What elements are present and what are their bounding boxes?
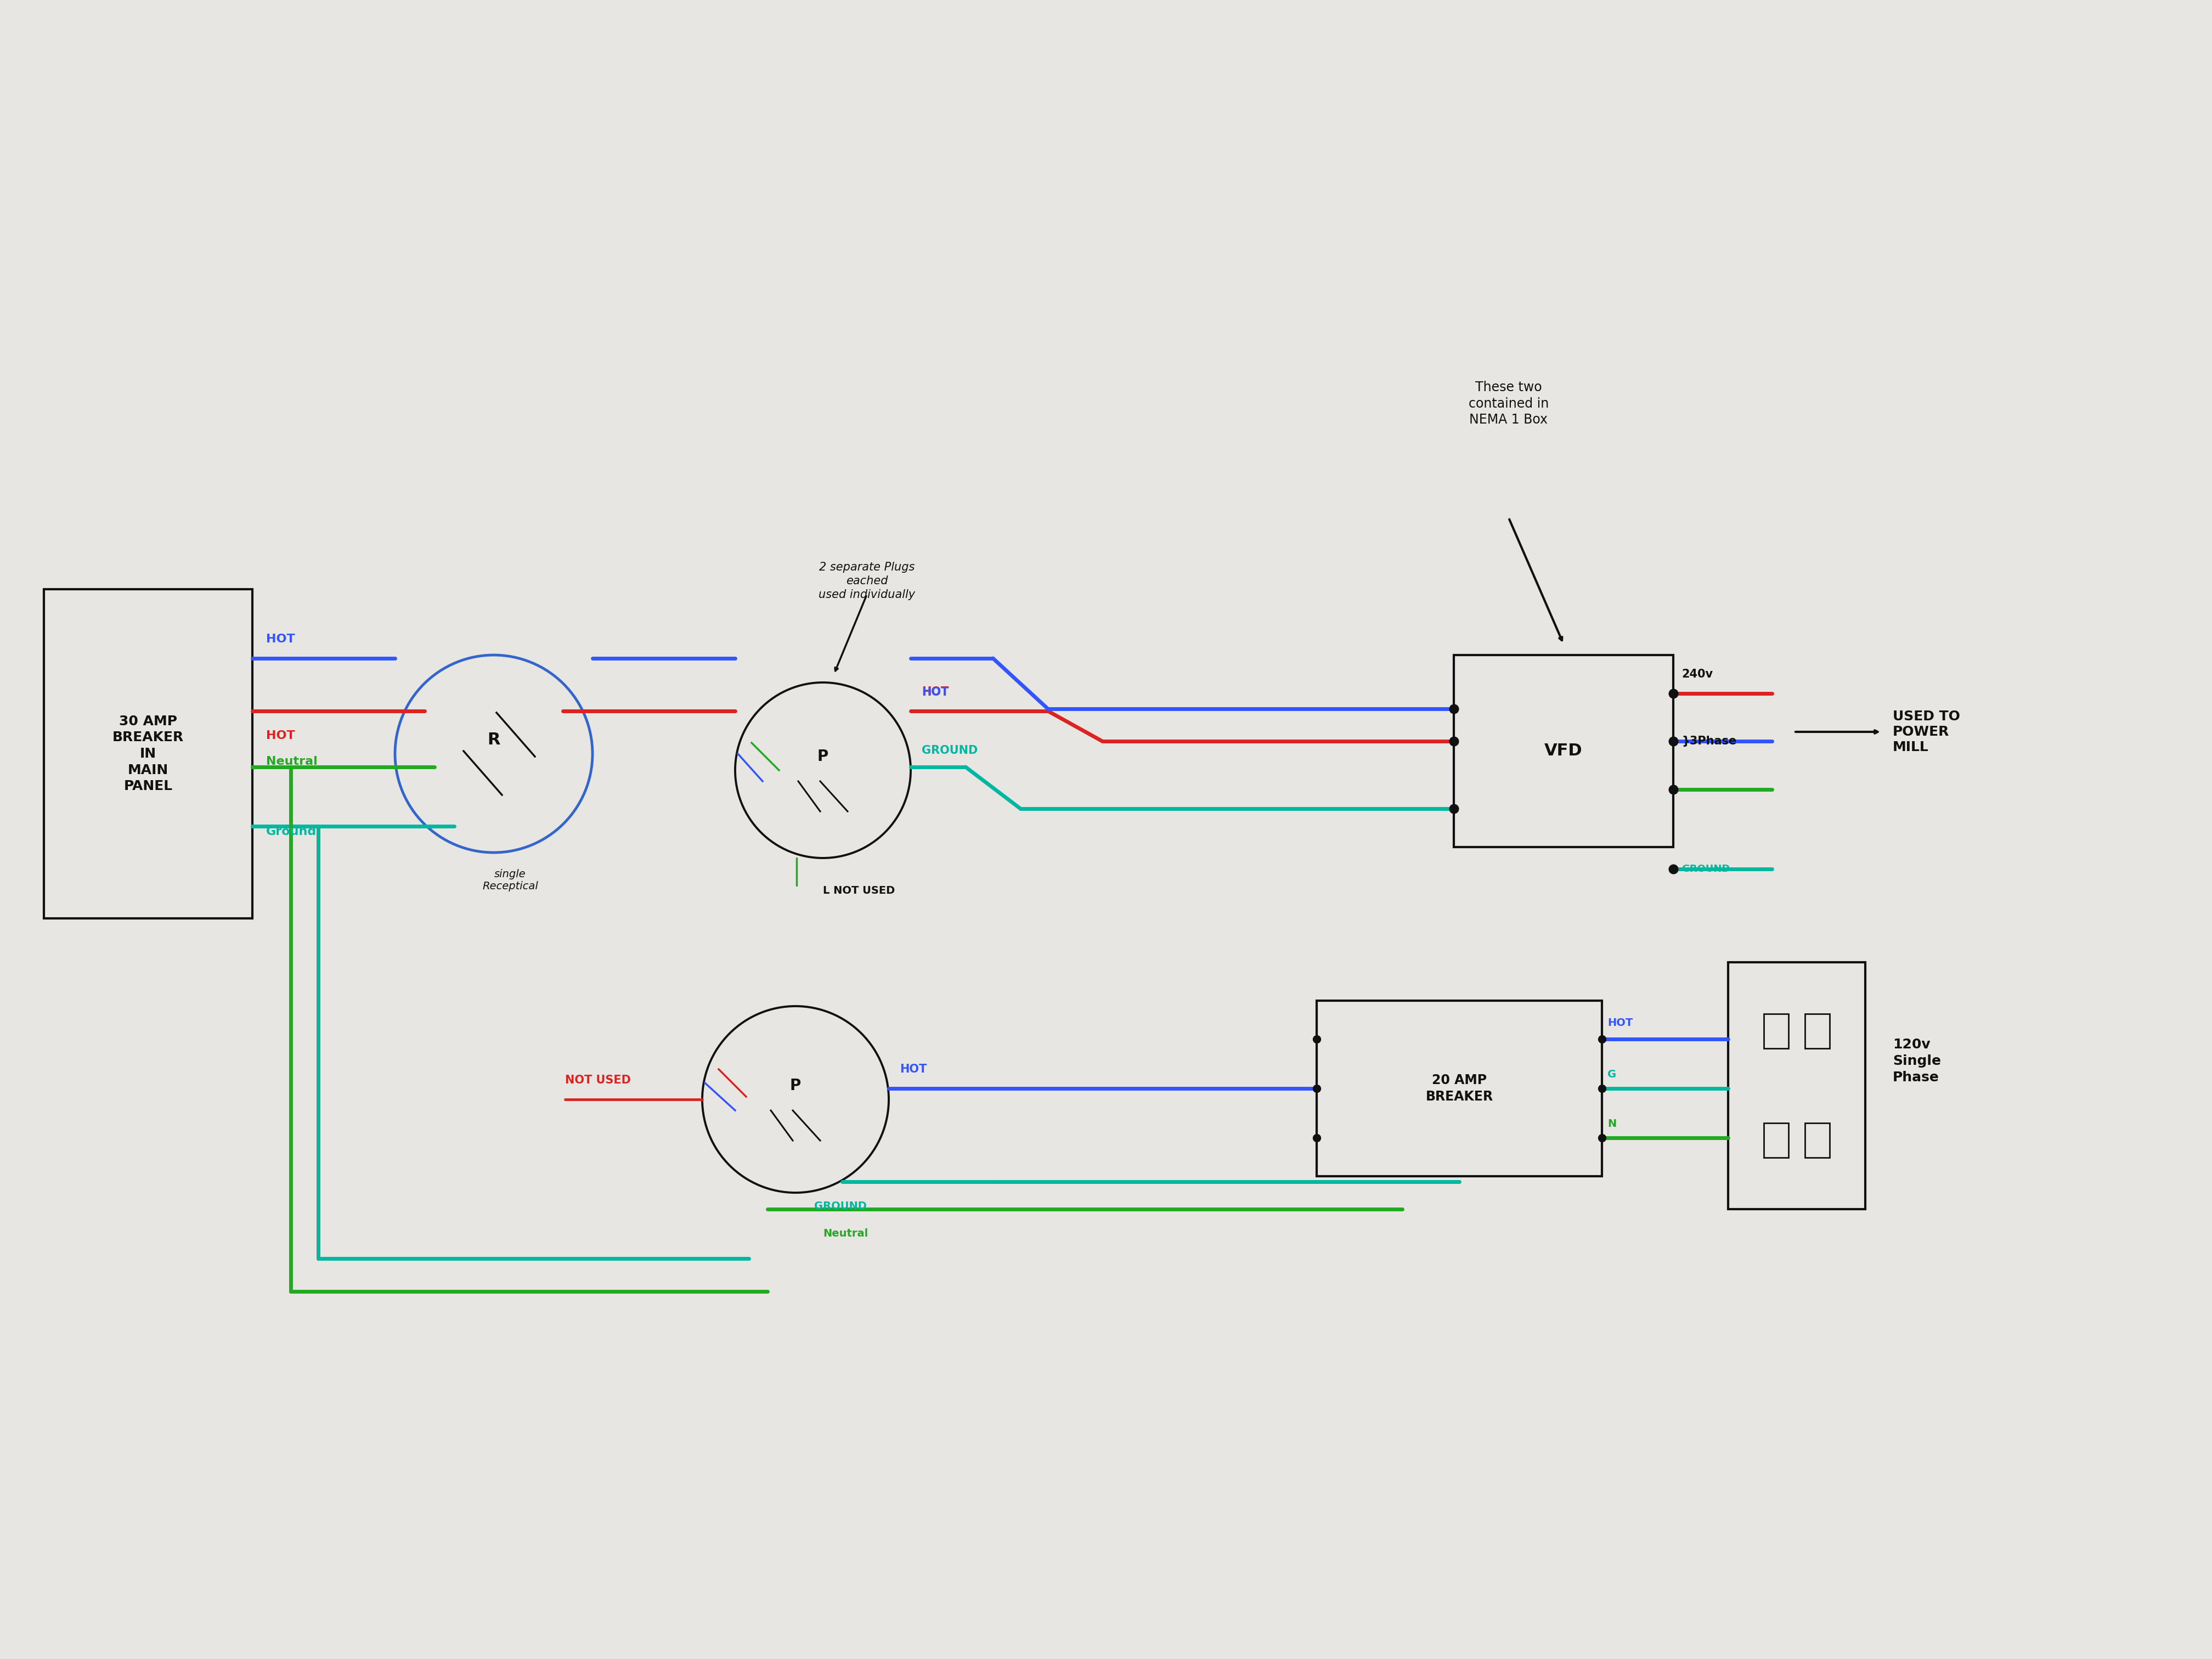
Bar <box>1805 1123 1829 1158</box>
Bar <box>1316 1000 1601 1176</box>
Text: HOT: HOT <box>1608 1017 1632 1029</box>
Text: P: P <box>818 748 830 765</box>
Bar <box>1453 655 1672 848</box>
Bar <box>1763 1123 1790 1158</box>
Bar <box>1763 1014 1790 1048</box>
Text: HOT: HOT <box>922 687 949 697</box>
Text: USED TO
POWER
MILL: USED TO POWER MILL <box>1893 710 1960 753</box>
Text: L NOT USED: L NOT USED <box>823 886 896 896</box>
Text: HOT: HOT <box>922 687 949 698</box>
Text: Neutral: Neutral <box>265 757 319 766</box>
Text: 30 AMP
BREAKER
IN
MAIN
PANEL: 30 AMP BREAKER IN MAIN PANEL <box>113 715 184 793</box>
Text: R: R <box>487 732 500 748</box>
Text: N: N <box>1608 1118 1617 1130</box>
Text: }3Phase: }3Phase <box>1681 737 1736 747</box>
Text: NOT USED: NOT USED <box>564 1075 630 1085</box>
Text: HOT: HOT <box>900 1063 927 1075</box>
Text: single
Receptical: single Receptical <box>482 869 538 891</box>
Text: 240v: 240v <box>1681 669 1712 680</box>
Text: 20 AMP
BREAKER: 20 AMP BREAKER <box>1425 1073 1493 1103</box>
Bar <box>1805 1014 1829 1048</box>
Bar <box>44 589 252 919</box>
Text: GROUND: GROUND <box>922 745 978 757</box>
Text: P: P <box>790 1078 801 1093</box>
Text: Neutral: Neutral <box>823 1228 867 1239</box>
Text: GROUND: GROUND <box>1681 864 1730 874</box>
Text: HOT: HOT <box>265 634 294 645</box>
Text: VFD: VFD <box>1544 743 1582 760</box>
Text: GROUND: GROUND <box>814 1201 867 1211</box>
Text: HOT: HOT <box>265 730 294 742</box>
Text: G: G <box>1608 1070 1617 1080</box>
Bar <box>1728 962 1865 1209</box>
Text: 2 separate Plugs
eached
used individually: 2 separate Plugs eached used individuall… <box>818 562 916 601</box>
Text: 120v
Single
Phase: 120v Single Phase <box>1893 1039 1940 1083</box>
Text: Ground: Ground <box>265 826 316 838</box>
Text: These two
contained in
NEMA 1 Box: These two contained in NEMA 1 Box <box>1469 380 1548 426</box>
